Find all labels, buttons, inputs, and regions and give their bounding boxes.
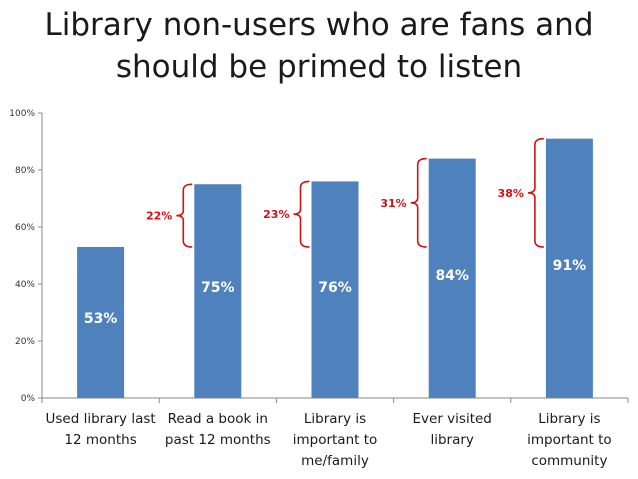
x-category-label: library xyxy=(430,432,473,448)
y-tick-label: 20% xyxy=(15,337,35,347)
y-tick-label: 60% xyxy=(15,223,35,233)
x-category-label: community xyxy=(531,453,607,469)
x-category-label: Library is xyxy=(538,411,600,427)
gap-label: 38% xyxy=(498,187,524,200)
x-category-label: past 12 months xyxy=(165,432,271,448)
x-category-label: important to xyxy=(293,432,378,448)
gap-bracket xyxy=(410,157,427,248)
y-tick-label: 100% xyxy=(9,109,35,119)
x-category-label: Read a book in xyxy=(168,411,268,427)
gap-label: 23% xyxy=(263,208,289,221)
x-category-label: Used library last xyxy=(46,411,156,427)
bar xyxy=(311,181,359,398)
x-category-label: me/family xyxy=(301,453,369,469)
gap-bracket xyxy=(293,180,310,248)
x-category-label: Library is xyxy=(304,411,366,427)
bar-value-label: 76% xyxy=(318,280,352,296)
gap-bracket xyxy=(527,137,544,248)
x-category-label: 12 months xyxy=(64,432,136,448)
gap-label: 31% xyxy=(380,197,406,210)
bar-value-label: 75% xyxy=(201,280,235,296)
bar xyxy=(77,246,125,398)
gap-label: 22% xyxy=(146,210,172,223)
chart-title-line-1: Library non-users who are fans and xyxy=(44,7,594,43)
bar xyxy=(194,184,242,398)
x-category-label: important to xyxy=(527,432,612,448)
bar xyxy=(545,138,593,398)
y-tick-label: 0% xyxy=(21,394,36,404)
bar-value-label: 84% xyxy=(435,268,469,284)
bar xyxy=(428,158,476,398)
y-tick-label: 80% xyxy=(15,166,35,176)
x-category-label: Ever visited xyxy=(413,411,492,427)
chart-title-line-2: should be primed to listen xyxy=(115,49,523,85)
bar-value-label: 91% xyxy=(553,258,587,274)
bar-value-label: 53% xyxy=(84,311,118,327)
chart-title: Library non-users who are fans and shoul… xyxy=(0,4,638,88)
y-tick-label: 40% xyxy=(15,280,35,290)
gap-bracket xyxy=(176,183,193,248)
